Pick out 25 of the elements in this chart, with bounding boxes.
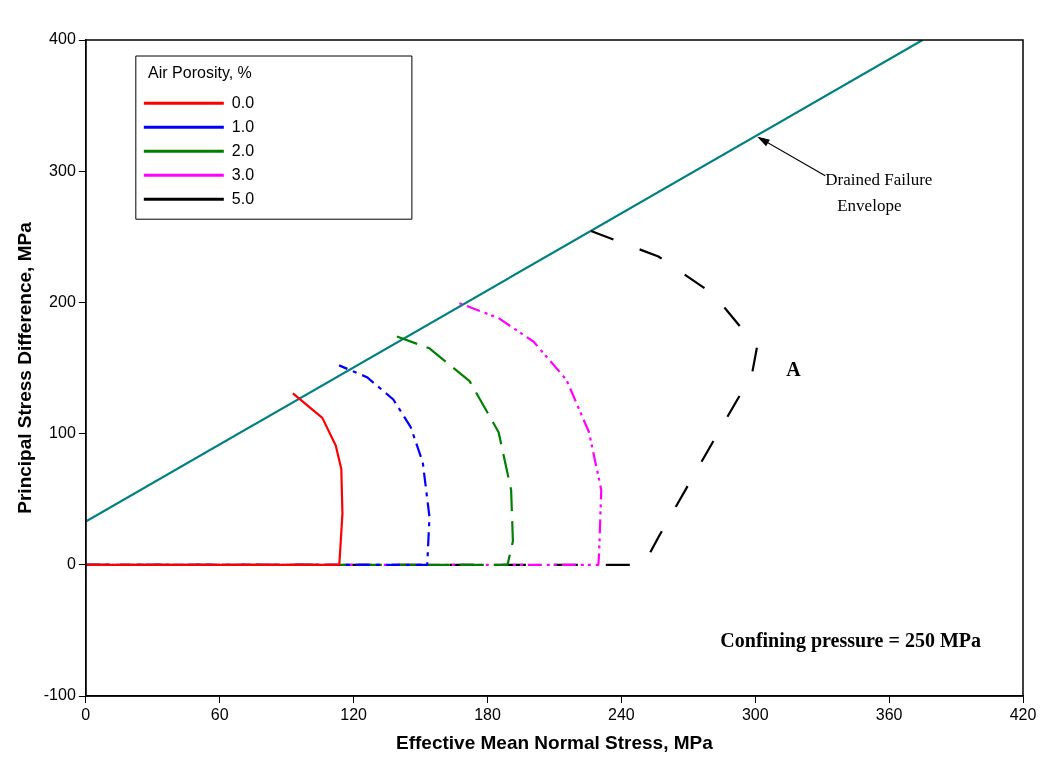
annotation: Confining pressure = 250 MPa <box>720 629 981 653</box>
legend-title: Air Porosity, % <box>148 64 252 82</box>
x-axis-title: Effective Mean Normal Stress, MPa <box>396 731 714 753</box>
y-tick-label: -100 <box>43 686 76 704</box>
legend-label: 3.0 <box>231 165 255 183</box>
y-tick-label: 300 <box>49 161 76 179</box>
legend-label: 0.0 <box>231 93 255 111</box>
annotation: Drained Failure Envelope <box>825 170 933 216</box>
y-tick-label: 0 <box>66 555 76 573</box>
legend-label: 2.0 <box>231 141 255 159</box>
x-tick-label: 0 <box>81 706 91 724</box>
legend-label: 1.0 <box>231 117 255 135</box>
y-tick-label: 100 <box>49 424 76 442</box>
x-tick-label: 420 <box>1009 706 1037 724</box>
x-tick-label: 360 <box>875 706 903 724</box>
x-tick-label: 60 <box>210 706 229 724</box>
x-tick-label: 180 <box>474 706 501 724</box>
y-tick-label: 200 <box>49 292 76 310</box>
x-tick-label: 120 <box>340 706 368 724</box>
x-tick-label: 240 <box>608 706 635 724</box>
annotation: A <box>786 358 802 381</box>
legend-label: 5.0 <box>231 189 255 207</box>
x-tick-label: 300 <box>741 706 769 724</box>
y-axis-title: Principal Stress Difference, MPa <box>13 221 35 514</box>
y-tick-label: 400 <box>49 30 76 48</box>
